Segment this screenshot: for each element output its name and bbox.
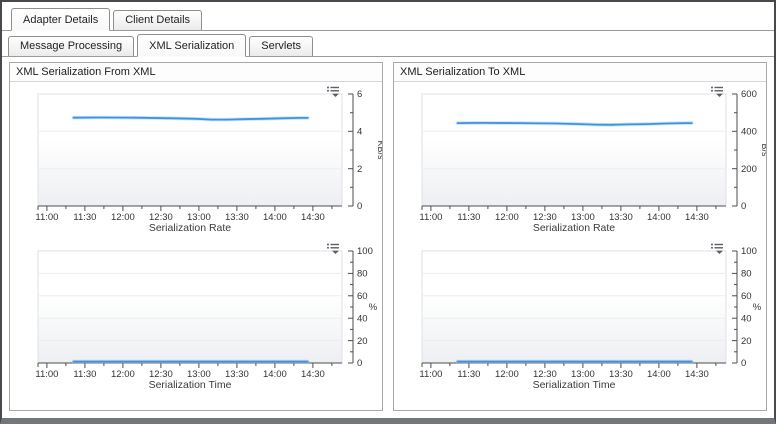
svg-text:11:00: 11:00 [419,369,442,380]
chart-from-xml-rate: 11:00 11:30 12:00 12:30 13:00 13:30 14:00 14:30… [10,84,382,235]
svg-text:13:00: 13:00 [187,212,211,223]
svg-text:12:30: 12:30 [149,212,173,223]
svg-text:13:30: 13:30 [225,212,249,223]
svg-text:400: 400 [741,127,757,138]
svg-text:200: 200 [741,164,757,175]
svg-text:11:00: 11:00 [35,369,58,380]
svg-text:4: 4 [357,127,362,138]
svg-text:14:30: 14:30 [685,212,709,223]
svg-text:40: 40 [357,313,368,324]
svg-text:80: 80 [741,269,752,280]
secondary-tab-bar: Message Processing XML Serialization Ser… [2,31,774,57]
svg-text:600: 600 [741,89,757,100]
svg-text:11:30: 11:30 [73,369,96,380]
svg-text:6: 6 [357,89,362,100]
chart-title: Serialization Rate [532,222,616,234]
serialization-rate-plot: 11:00 11:30 12:00 12:30 13:00 13:30 14:00 14:30… [419,89,766,223]
svg-text:0: 0 [741,358,746,369]
svg-text:12:00: 12:00 [495,369,519,380]
chart-title: Serialization Rate [148,222,232,234]
svg-text:14:00: 14:00 [263,369,287,380]
svg-text:11:00: 11:00 [35,212,58,223]
svg-text:11:00: 11:00 [419,212,442,223]
svg-text:0: 0 [741,201,746,212]
panels-container: XML Serialization From XML 11:00 11:30 12:… [2,57,774,411]
svg-text:14:00: 14:00 [647,369,671,380]
svg-text:13:00: 13:00 [571,369,595,380]
svg-text:20: 20 [741,336,752,347]
tab-client-details[interactable]: Client Details [113,10,203,30]
panel-title: XML Serialization From XML [10,63,382,82]
svg-text:20: 20 [357,336,368,347]
svg-text:12:00: 12:00 [111,369,135,380]
panel-to-xml: XML Serialization To XML 11:00 11:30 12:00… [393,62,767,411]
svg-text:%: % [369,302,378,313]
svg-text:B/s: B/s [760,143,766,157]
svg-text:13:30: 13:30 [609,369,633,380]
panel-from-xml: XML Serialization From XML 11:00 11:30 12:… [9,62,383,411]
svg-text:12:30: 12:30 [533,369,557,380]
serialization-time-plot: 11:00 11:30 12:00 12:30 13:00 13:30 14:00 14:30… [35,246,378,380]
tab-message-processing[interactable]: Message Processing [8,36,135,56]
panel-title: XML Serialization To XML [394,63,766,82]
tab-servlets[interactable]: Servlets [249,36,314,56]
svg-text:0: 0 [357,201,362,212]
legend-menu-icon[interactable] [326,242,341,255]
legend-menu-icon[interactable] [710,85,725,98]
svg-text:14:00: 14:00 [263,212,287,223]
tab-xml-serialization[interactable]: XML Serialization [137,34,247,57]
panel-charts: 11:00 11:30 12:00 12:30 13:00 13:30 14:00 14:30… [10,82,382,392]
svg-text:KB/s: KB/s [376,140,382,160]
chart-from-xml-time: 11:00 11:30 12:00 12:30 13:00 13:30 14:00 14:30… [10,241,382,392]
svg-text:12:00: 12:00 [111,212,135,223]
chart-title: Serialization Time [532,379,616,391]
svg-text:14:30: 14:30 [301,212,325,223]
svg-text:12:00: 12:00 [495,212,519,223]
primary-tab-bar: Adapter Details Client Details [2,2,774,31]
svg-text:12:30: 12:30 [149,369,173,380]
serialization-time-plot: 11:00 11:30 12:00 12:30 13:00 13:30 14:00 14:30… [419,246,762,380]
svg-text:60: 60 [357,291,368,302]
serialization-rate-plot: 11:00 11:30 12:00 12:30 13:00 13:30 14:00 14:30… [35,89,382,223]
svg-text:11:30: 11:30 [73,212,96,223]
legend-menu-icon[interactable] [326,85,341,98]
svg-text:11:30: 11:30 [457,369,480,380]
tab-adapter-details[interactable]: Adapter Details [11,8,111,31]
svg-text:60: 60 [741,291,752,302]
svg-text:40: 40 [741,313,752,324]
panel-charts: 11:00 11:30 12:00 12:30 13:00 13:30 14:00 14:30… [394,82,766,392]
svg-text:13:00: 13:00 [187,369,211,380]
svg-text:13:00: 13:00 [571,212,595,223]
svg-text:13:30: 13:30 [225,369,249,380]
svg-text:13:30: 13:30 [609,212,633,223]
svg-text:14:30: 14:30 [685,369,709,380]
svg-text:14:30: 14:30 [301,369,325,380]
chart-to-xml-rate: 11:00 11:30 12:00 12:30 13:00 13:30 14:00 14:30… [394,84,766,235]
svg-text:14:00: 14:00 [647,212,671,223]
legend-menu-icon[interactable] [710,242,725,255]
chart-to-xml-time: 11:00 11:30 12:00 12:30 13:00 13:30 14:00 14:30… [394,241,766,392]
svg-text:2: 2 [357,164,362,175]
svg-text:80: 80 [357,269,368,280]
svg-text:0: 0 [357,358,362,369]
svg-text:%: % [753,302,762,313]
chart-title: Serialization Time [148,379,232,391]
svg-text:11:30: 11:30 [457,212,480,223]
svg-text:12:30: 12:30 [533,212,557,223]
svg-text:100: 100 [741,246,757,257]
svg-text:100: 100 [357,246,373,257]
